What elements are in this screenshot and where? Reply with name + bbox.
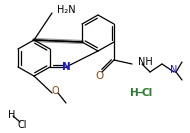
Text: NH: NH <box>138 57 153 67</box>
Text: H: H <box>130 88 139 98</box>
Text: O: O <box>51 86 59 96</box>
Text: N: N <box>170 65 178 75</box>
Text: −: − <box>136 88 145 98</box>
Text: Cl: Cl <box>141 88 152 98</box>
Text: H₂N: H₂N <box>57 5 76 15</box>
Text: O: O <box>95 71 103 81</box>
Text: N: N <box>62 62 70 72</box>
Text: H: H <box>8 110 15 120</box>
Text: Cl: Cl <box>17 120 26 130</box>
